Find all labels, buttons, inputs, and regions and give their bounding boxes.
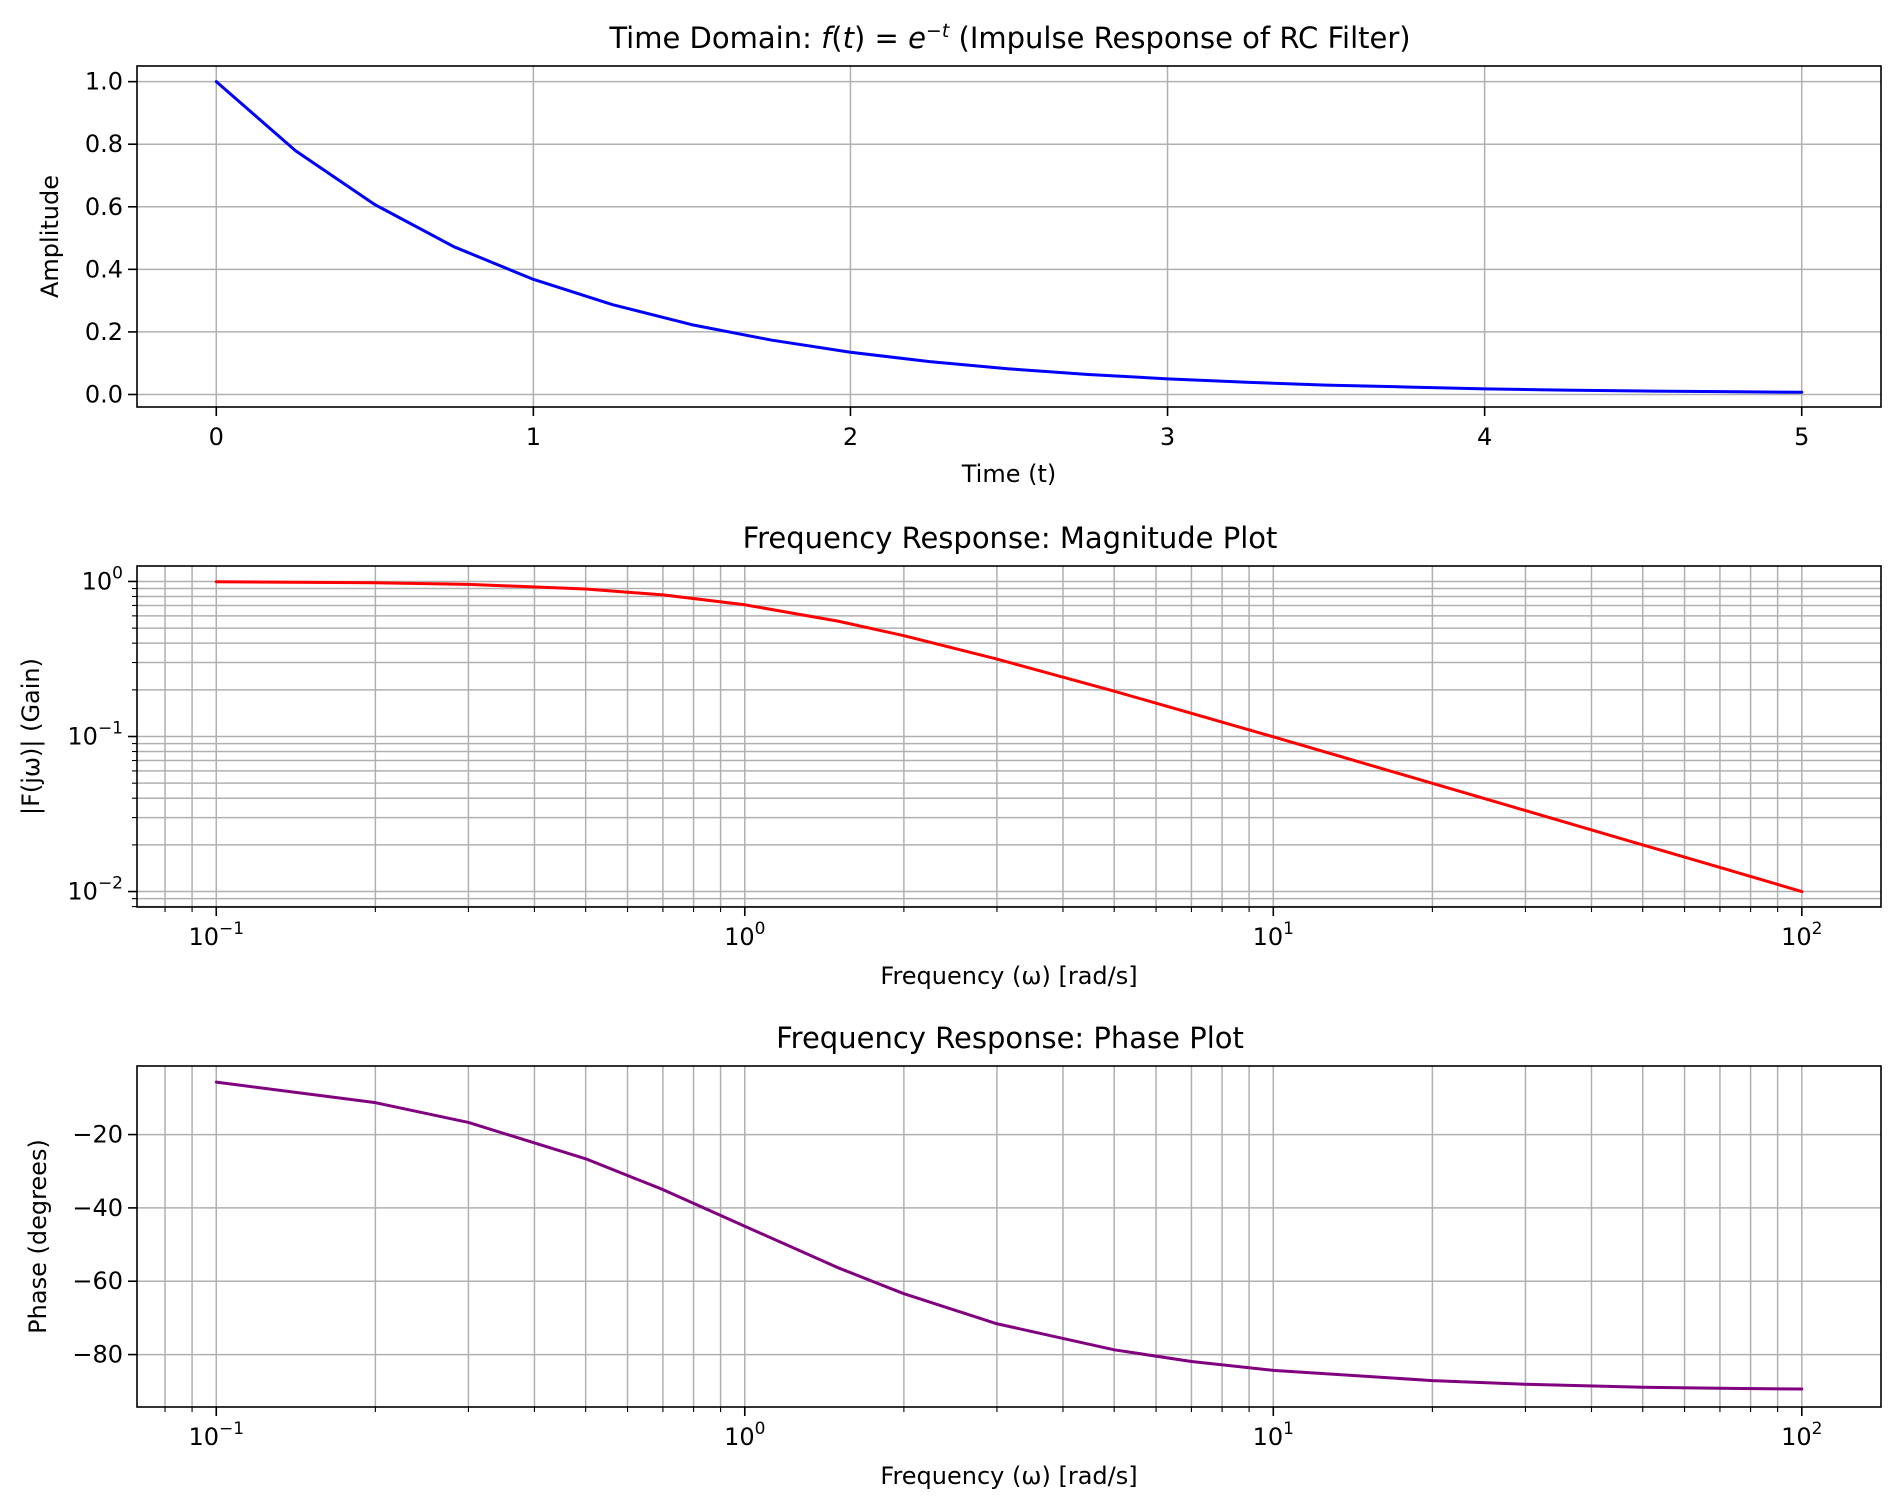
magnitude-title: Frequency Response: Magnitude Plot: [743, 521, 1278, 555]
time-domain-x-tick-label: 1: [526, 423, 541, 451]
magnitude-x-tick-label: 101: [1253, 919, 1294, 951]
time-domain-y-tick-label: 0.4: [85, 255, 123, 283]
phase-y-tick-label: −20: [72, 1121, 123, 1149]
time-domain-x-tick-label: 4: [1477, 423, 1492, 451]
phase-x-tick-label: 10−1: [188, 1419, 244, 1451]
phase-y-tick-label: −40: [72, 1194, 123, 1222]
phase-title: Frequency Response: Phase Plot: [776, 1021, 1244, 1055]
time-domain-y-tick-label: 0.6: [85, 193, 123, 221]
time-domain-x-tick-label: 3: [1160, 423, 1175, 451]
phase-x-axis-label: Frequency (ω) [rad/s]: [880, 1462, 1137, 1490]
time-domain-y-tick-label: 0.0: [85, 380, 123, 408]
magnitude-series-line: [214, 580, 1804, 894]
phase-y-axis-label: Phase (degrees): [24, 1139, 52, 1334]
phase-x-tick-label: 100: [724, 1419, 765, 1451]
time-domain-y-tick-label: 0.2: [85, 318, 123, 346]
time-domain-y-axis-label: Amplitude: [36, 175, 64, 298]
time-domain-y-tick-label: 0.8: [85, 130, 123, 158]
phase-series-line: [214, 1080, 1804, 1391]
time-domain-x-axis-label: Time (t): [961, 460, 1057, 488]
time-domain-title: Time Domain: f(t) = e−t (Impulse Respons…: [608, 20, 1410, 55]
magnitude-x-tick-label: 102: [1781, 919, 1822, 951]
magnitude-y-tick-label: 100: [82, 563, 123, 595]
phase-y-tick-label: −80: [72, 1341, 123, 1369]
time-domain-y-tick-label: 1.0: [85, 68, 123, 96]
magnitude-x-axis-label: Frequency (ω) [rad/s]: [880, 962, 1137, 990]
magnitude-y-tick-label: 10−1: [67, 719, 123, 751]
phase-panel: Frequency Response: Phase Plot 10−1 100 10…: [24, 1021, 1882, 1490]
time-domain-plot-frame: [136, 65, 1882, 408]
time-domain-x-tick-label: 2: [843, 423, 858, 451]
phase-x-tick-label: 101: [1253, 1419, 1294, 1451]
time-domain-series-line: [214, 80, 1804, 394]
magnitude-x-tick-label: 100: [724, 919, 765, 951]
phase-y-tick-label: −60: [72, 1267, 123, 1295]
magnitude-x-tick-label: 10−1: [188, 919, 244, 951]
time-domain-x-tick-label: 5: [1794, 423, 1809, 451]
phase-x-tick-label: 102: [1781, 1419, 1822, 1451]
magnitude-y-axis-label: |F(jω)| (Gain): [17, 658, 45, 815]
magnitude-panel: Frequency Response: Magnitude Plot 10−1 1…: [17, 521, 1882, 990]
time-domain-panel: Time Domain: f(t) = e−t (Impulse Respons…: [36, 20, 1882, 488]
phase-plot-frame: [136, 1065, 1882, 1408]
magnitude-y-tick-label: 10−2: [67, 874, 123, 906]
time-domain-x-tick-label: 0: [209, 423, 224, 451]
